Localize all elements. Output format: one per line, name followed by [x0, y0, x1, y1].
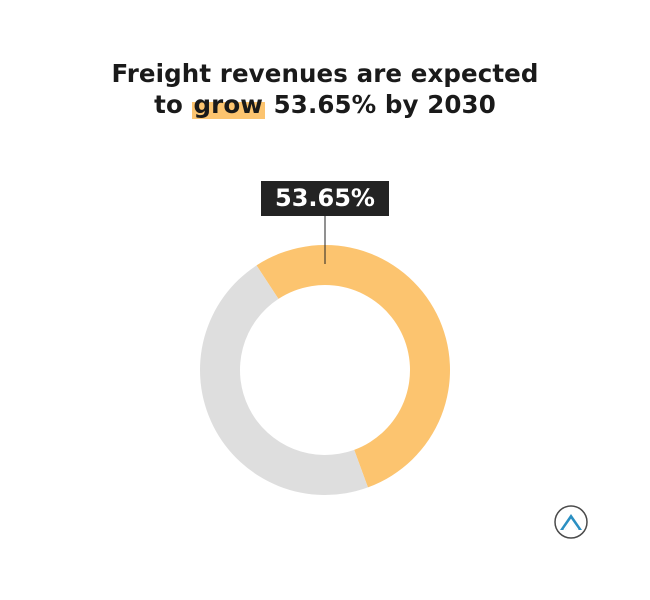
data-label: 53.65% [261, 181, 389, 216]
title-line-2-start: to [154, 90, 192, 119]
title-highlight: grow [191, 90, 266, 119]
title-line-1: Freight revenues are expected [111, 59, 539, 88]
donut-slice-remainder [200, 265, 368, 496]
chart-title: Freight revenues are expected to grow 53… [0, 58, 650, 120]
mountain-logo-icon [554, 505, 588, 539]
title-line-2: to grow 53.65% by 2030 [0, 89, 650, 120]
donut-slice-value [256, 245, 450, 488]
donut-slices [200, 245, 450, 496]
title-line-2-end: 53.65% by 2030 [265, 90, 496, 119]
